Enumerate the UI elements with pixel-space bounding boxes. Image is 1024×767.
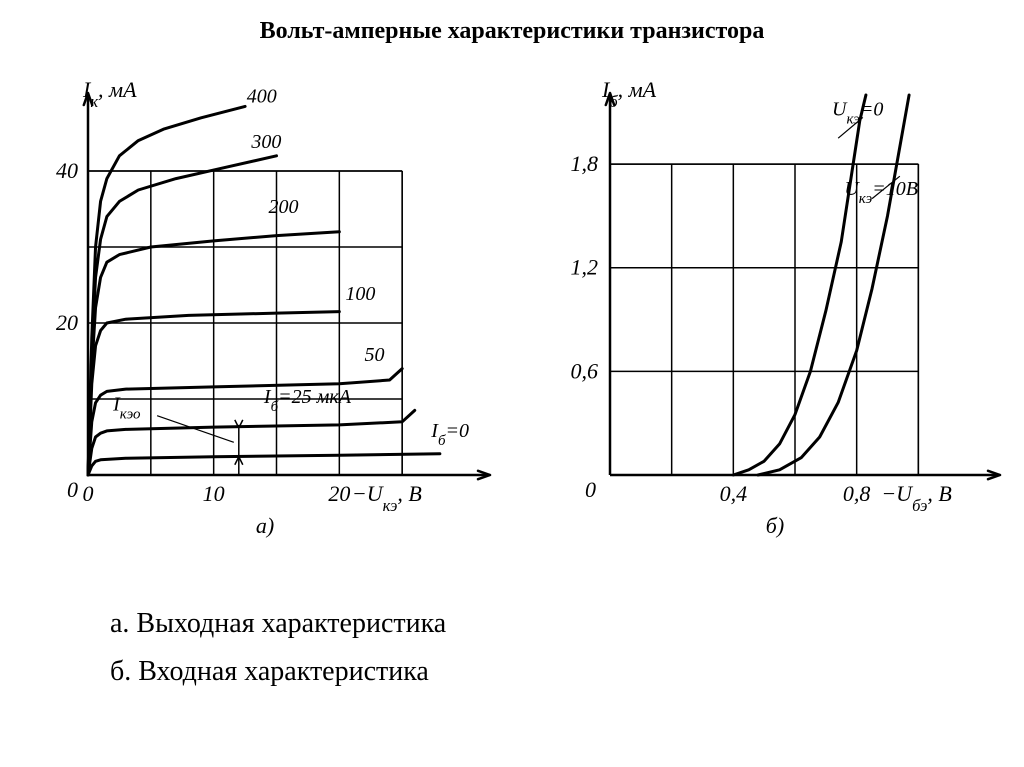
svg-text:Uкэ=10В: Uкэ=10В: [844, 178, 918, 207]
captions: а. Выходная характеристика б. Входная ха…: [110, 600, 446, 695]
svg-text:0,8: 0,8: [843, 481, 871, 506]
svg-text:0: 0: [585, 477, 596, 502]
chart-a-panel: 2040010200Iк, мА−Uкэ, В40030020010050Iб=…: [30, 75, 500, 545]
svg-text:20: 20: [56, 310, 78, 335]
svg-text:Iб, мА: Iб, мА: [601, 77, 657, 111]
svg-text:0,6: 0,6: [571, 358, 599, 383]
svg-text:б): б): [766, 513, 784, 538]
svg-text:300: 300: [250, 131, 281, 153]
svg-text:200: 200: [269, 196, 299, 218]
svg-text:400: 400: [247, 86, 277, 108]
svg-text:а): а): [256, 513, 274, 538]
svg-text:Iб=0: Iб=0: [430, 420, 469, 449]
svg-text:1,8: 1,8: [571, 151, 599, 176]
svg-text:0,4: 0,4: [720, 481, 748, 506]
svg-text:50: 50: [364, 344, 384, 366]
svg-text:Iкэо: Iкэо: [112, 393, 141, 422]
svg-text:100: 100: [345, 283, 375, 305]
svg-text:−Uбэ, В: −Uбэ, В: [881, 481, 952, 515]
svg-text:0: 0: [67, 477, 78, 502]
svg-text:40: 40: [56, 158, 78, 183]
svg-text:−Uкэ, В: −Uкэ, В: [352, 481, 422, 515]
charts-row: 2040010200Iк, мА−Uкэ, В40030020010050Iб=…: [30, 75, 994, 545]
svg-text:Iк, мА: Iк, мА: [82, 77, 137, 111]
svg-text:Uкэ=0: Uкэ=0: [832, 99, 883, 128]
svg-text:1,2: 1,2: [571, 255, 599, 280]
svg-text:10: 10: [203, 481, 225, 506]
caption-b: б. Входная характеристика: [110, 648, 446, 696]
chart-b-panel: 0,6 1,2 1,8 0,4 0,8 0 Iб, мА −Uбэ, В Uкэ=0 Uкэ=10…: [540, 75, 1010, 545]
svg-text:0: 0: [83, 481, 94, 506]
chart-a-svg: 2040010200Iк, мА−Uкэ, В40030020010050Iб=…: [30, 75, 500, 545]
page-title: Вольт-амперные характеристики транзистор…: [0, 18, 1024, 45]
caption-a: а. Выходная характеристика: [110, 600, 446, 648]
svg-text:20: 20: [328, 481, 350, 506]
chart-b-svg: 0,6 1,2 1,8 0,4 0,8 0 Iб, мА −Uбэ, В Uкэ=0 Uкэ=10…: [540, 75, 1010, 545]
